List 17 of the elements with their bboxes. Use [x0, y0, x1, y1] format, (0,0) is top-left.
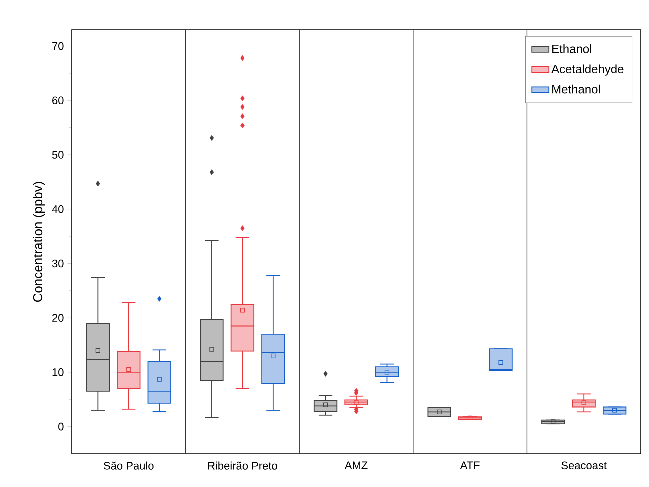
legend-label: Acetaldehyde — [552, 64, 624, 76]
y-tick-label: 20 — [52, 314, 64, 322]
y-tick-label: 0 — [58, 422, 64, 431]
y-tick-label: 40 — [52, 205, 64, 214]
x-tick-label: São Paulo — [104, 462, 154, 470]
x-tick-label: Seacoast — [562, 462, 607, 470]
legend-label: Ethanol — [552, 44, 592, 54]
x-tick-label: AMZ — [344, 462, 368, 470]
y-axis-title: Concentration (ppbv) — [33, 182, 46, 302]
y-tick-label: 50 — [52, 151, 64, 159]
x-tick-label: Ribeirão Preto — [208, 462, 278, 470]
y-tick-label: 10 — [52, 368, 64, 376]
y-tick-label: 30 — [52, 260, 64, 268]
y-tick-label: 60 — [52, 96, 64, 105]
x-tick-label: ATF — [460, 462, 480, 470]
y-tick-label: 70 — [52, 42, 64, 50]
legend-label: Methanol — [552, 84, 600, 94]
